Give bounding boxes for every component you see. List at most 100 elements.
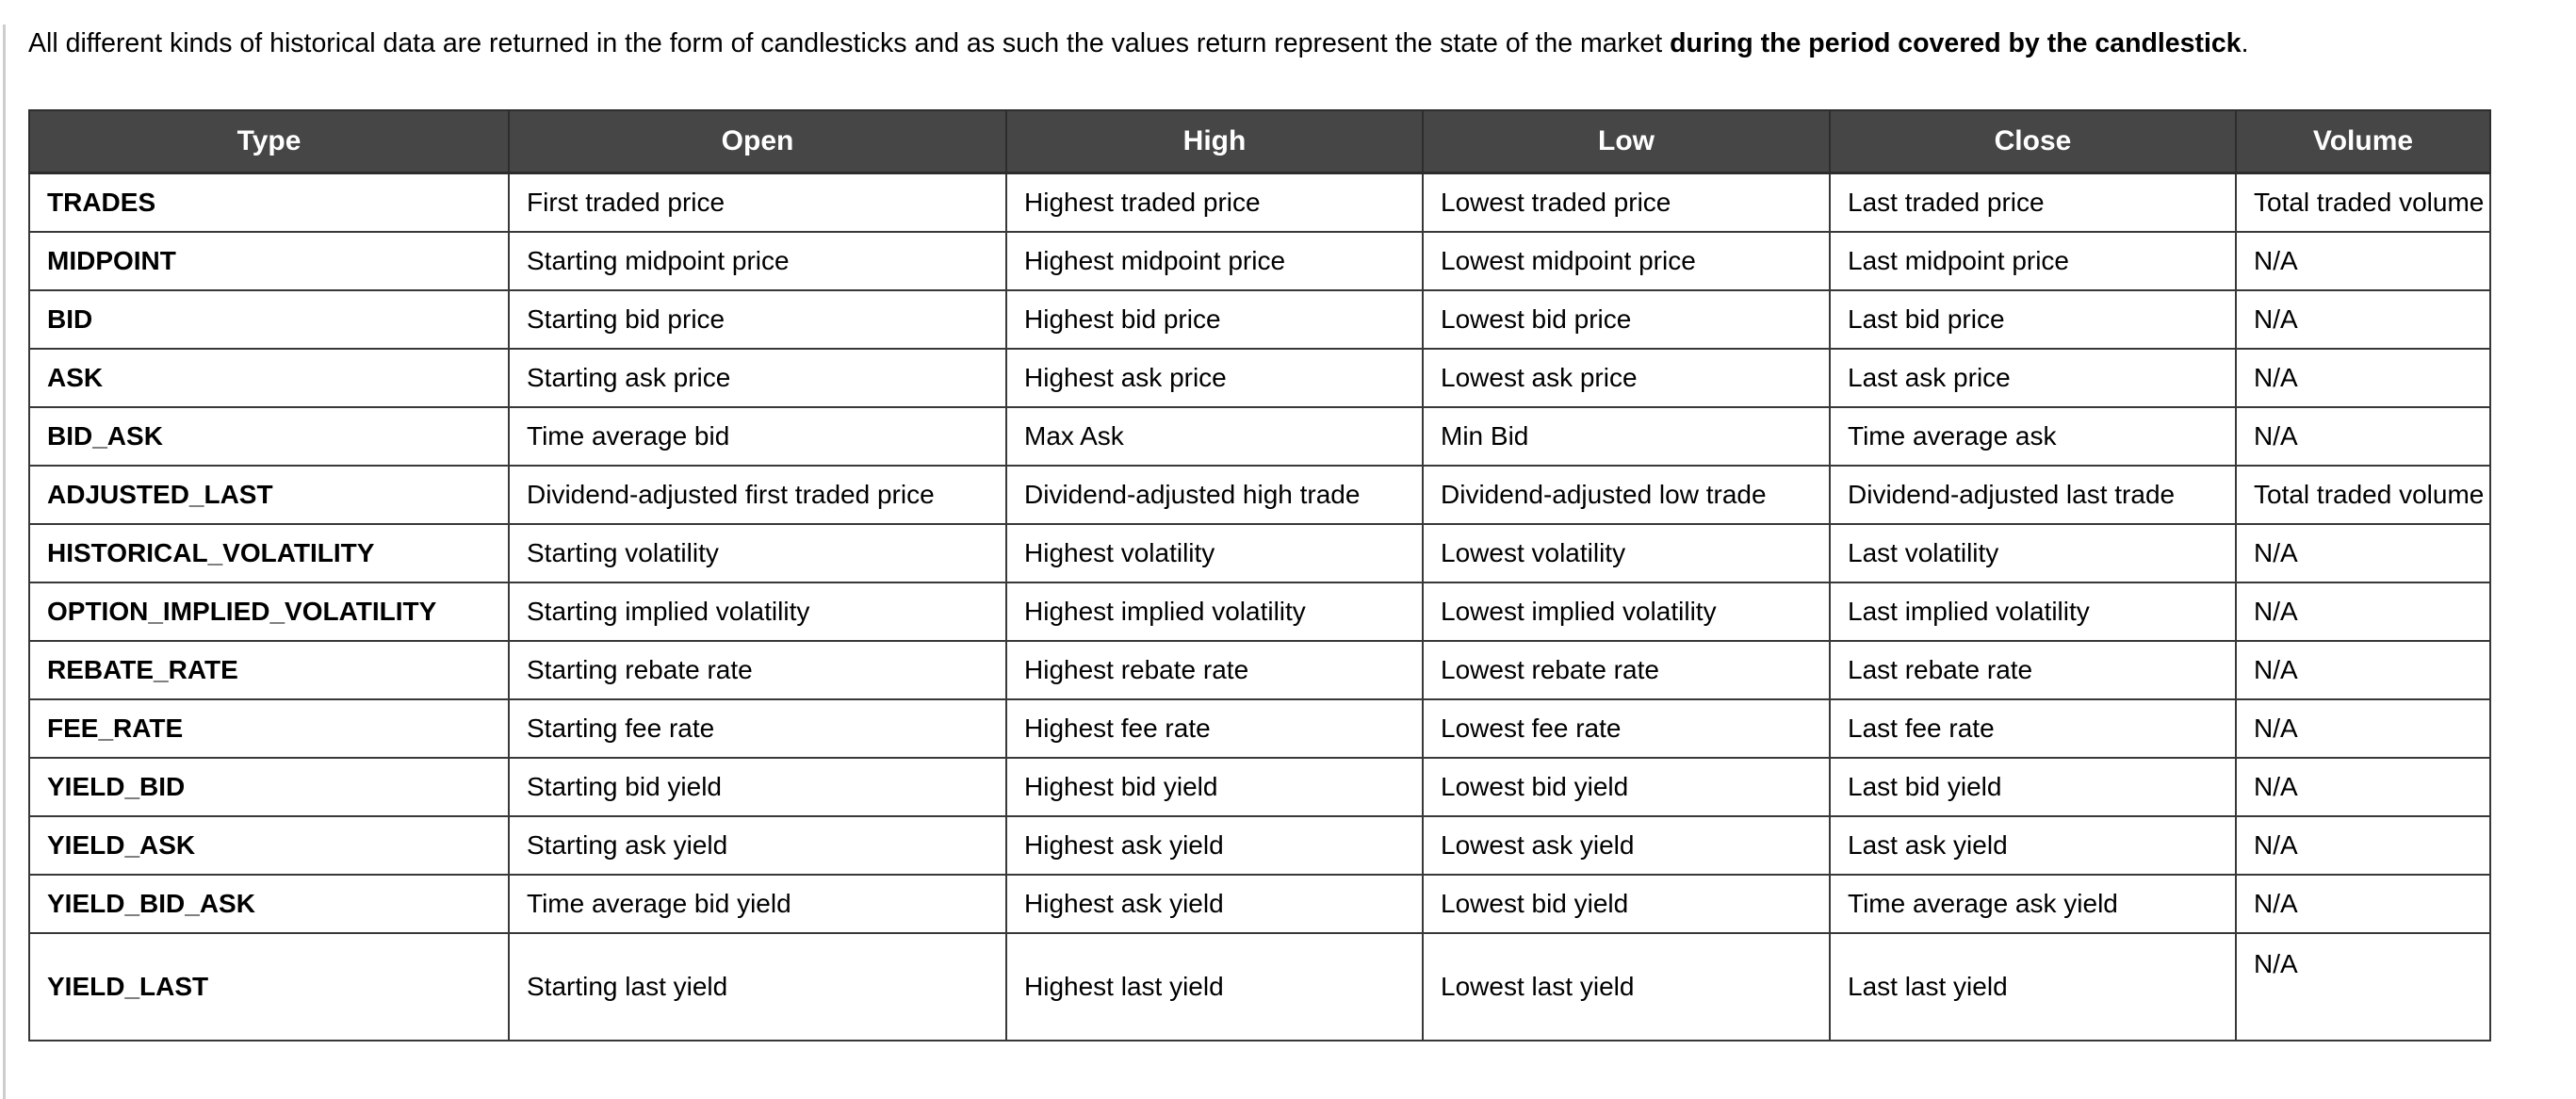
table-row: REBATE_RATE Starting rebate rate Highest r… bbox=[28, 640, 2491, 700]
table-row: FEE_RATE Starting fee rate Highest fee rat… bbox=[28, 698, 2491, 759]
table-cell: Last implied volatility bbox=[1829, 582, 2237, 642]
table-cell: Dividend-adjusted last trade bbox=[1829, 465, 2237, 525]
table-cell: Dividend-adjusted low trade bbox=[1422, 465, 1831, 525]
table-cell: Total traded volume bbox=[2235, 172, 2491, 233]
table-cell: Lowest last yield bbox=[1422, 932, 1831, 1042]
table-cell: Highest ask price bbox=[1005, 348, 1424, 408]
row-type-cell: MIDPOINT bbox=[28, 231, 510, 291]
row-type-cell: YIELD_BID bbox=[28, 757, 510, 817]
historical-data-table: Type Open High Low Close Volume TRADES First t… bbox=[28, 109, 2491, 1042]
table-cell: Lowest rebate rate bbox=[1422, 640, 1831, 700]
table-header-cell-volume: Volume bbox=[2235, 109, 2491, 174]
table-row: BID Starting bid price Highest bid price Lo… bbox=[28, 289, 2491, 350]
table-cell: Dividend-adjusted high trade bbox=[1005, 465, 1424, 525]
table-cell: Max Ask bbox=[1005, 406, 1424, 467]
table-row: BID_ASK Time average bid Max Ask Min Bid Tim… bbox=[28, 406, 2491, 467]
table-row: YIELD_LAST Starting last yield Highest las… bbox=[28, 932, 2491, 1042]
row-type-cell: REBATE_RATE bbox=[28, 640, 510, 700]
table-row: ASK Starting ask price Highest ask price Lo… bbox=[28, 348, 2491, 408]
row-type-cell: YIELD_BID_ASK bbox=[28, 874, 510, 934]
table-cell: N/A bbox=[2235, 874, 2491, 934]
table-cell: Starting ask price bbox=[508, 348, 1007, 408]
table-cell: Last traded price bbox=[1829, 172, 2237, 233]
row-type-cell: ASK bbox=[28, 348, 510, 408]
table-cell: Starting fee rate bbox=[508, 698, 1007, 759]
table-cell: Highest fee rate bbox=[1005, 698, 1424, 759]
table-cell: Time average ask bbox=[1829, 406, 2237, 467]
table-cell: Time average bid yield bbox=[508, 874, 1007, 934]
intro-bold-text: during the period covered by the candles… bbox=[1670, 28, 2242, 58]
table-cell: Starting volatility bbox=[508, 523, 1007, 583]
table-cell: N/A bbox=[2235, 523, 2491, 583]
table-cell: Lowest bid price bbox=[1422, 289, 1831, 350]
table-cell: Starting bid price bbox=[508, 289, 1007, 350]
table-cell: Starting rebate rate bbox=[508, 640, 1007, 700]
table-cell: Last volatility bbox=[1829, 523, 2237, 583]
table-cell: Starting implied volatility bbox=[508, 582, 1007, 642]
table-header-cell-open: Open bbox=[508, 109, 1007, 174]
table-cell: Highest rebate rate bbox=[1005, 640, 1424, 700]
table-header-row: Type Open High Low Close Volume bbox=[28, 109, 2491, 174]
table-row: YIELD_ASK Starting ask yield Highest ask y… bbox=[28, 815, 2491, 876]
table-cell: Time average ask yield bbox=[1829, 874, 2237, 934]
table-cell: Highest bid yield bbox=[1005, 757, 1424, 817]
table-row: TRADES First traded price Highest traded p… bbox=[28, 172, 2491, 233]
row-type-cell: BID bbox=[28, 289, 510, 350]
table-row: MIDPOINT Starting midpoint price Highest m… bbox=[28, 231, 2491, 291]
page: { "intro": { "text_regular": "All differ… bbox=[0, 25, 2576, 1099]
table-cell: Lowest bid yield bbox=[1422, 757, 1831, 817]
table-body: TRADES First traded price Highest traded p… bbox=[28, 172, 2491, 1042]
table-cell: Starting ask yield bbox=[508, 815, 1007, 876]
table-cell: Highest traded price bbox=[1005, 172, 1424, 233]
table-cell: Highest ask yield bbox=[1005, 815, 1424, 876]
row-type-cell: BID_ASK bbox=[28, 406, 510, 467]
table-row: YIELD_BID_ASK Time average bid yield Highe… bbox=[28, 874, 2491, 934]
table-cell: Highest last yield bbox=[1005, 932, 1424, 1042]
table-cell: N/A bbox=[2235, 815, 2491, 876]
table-cell: Starting last yield bbox=[508, 932, 1007, 1042]
table-cell: Last fee rate bbox=[1829, 698, 2237, 759]
intro-paragraph: All different kinds of historical data a… bbox=[28, 25, 2538, 62]
row-type-cell: OPTION_IMPLIED_VOLATILITY bbox=[28, 582, 510, 642]
row-type-cell: YIELD_LAST bbox=[28, 932, 510, 1042]
table-cell: Last ask price bbox=[1829, 348, 2237, 408]
row-type-cell: YIELD_ASK bbox=[28, 815, 510, 876]
table-cell: Highest midpoint price bbox=[1005, 231, 1424, 291]
table-cell: Lowest midpoint price bbox=[1422, 231, 1831, 291]
table-cell: Time average bid bbox=[508, 406, 1007, 467]
table-cell: N/A bbox=[2235, 582, 2491, 642]
table-cell: Lowest volatility bbox=[1422, 523, 1831, 583]
table-cell: First traded price bbox=[508, 172, 1007, 233]
table-cell: Last bid price bbox=[1829, 289, 2237, 350]
table-cell: N/A bbox=[2235, 698, 2491, 759]
table-cell: Total traded volume bbox=[2235, 465, 2491, 525]
table-cell: Last last yield bbox=[1829, 932, 2237, 1042]
table-cell: Highest implied volatility bbox=[1005, 582, 1424, 642]
table-cell: Lowest fee rate bbox=[1422, 698, 1831, 759]
row-type-cell: ADJUSTED_LAST bbox=[28, 465, 510, 525]
table-cell: N/A bbox=[2235, 231, 2491, 291]
table-cell: N/A bbox=[2235, 640, 2491, 700]
row-type-cell: HISTORICAL_VOLATILITY bbox=[28, 523, 510, 583]
table-cell: Starting midpoint price bbox=[508, 231, 1007, 291]
table-cell: Highest bid price bbox=[1005, 289, 1424, 350]
table-cell: Lowest ask yield bbox=[1422, 815, 1831, 876]
table-cell: Last ask yield bbox=[1829, 815, 2237, 876]
table-cell: Last bid yield bbox=[1829, 757, 2237, 817]
table-row: OPTION_IMPLIED_VOLATILITY Starting implie… bbox=[28, 582, 2491, 642]
table-cell: Highest ask yield bbox=[1005, 874, 1424, 934]
page-left-edge-line bbox=[3, 25, 6, 1099]
table-cell: N/A bbox=[2235, 757, 2491, 817]
intro-text: All different kinds of historical data a… bbox=[28, 28, 1671, 58]
table-cell: Last midpoint price bbox=[1829, 231, 2237, 291]
table-cell: N/A bbox=[2235, 932, 2491, 1042]
table-cell: N/A bbox=[2235, 406, 2491, 467]
table-cell: Dividend-adjusted first traded price bbox=[508, 465, 1007, 525]
table-cell: Min Bid bbox=[1422, 406, 1831, 467]
intro-period: . bbox=[2241, 28, 2249, 58]
table-row: HISTORICAL_VOLATILITY Starting volatility… bbox=[28, 523, 2491, 583]
table-cell: Highest volatility bbox=[1005, 523, 1424, 583]
table-header-cell-high: High bbox=[1005, 109, 1424, 174]
table-cell: Lowest bid yield bbox=[1422, 874, 1831, 934]
table-cell: Lowest implied volatility bbox=[1422, 582, 1831, 642]
